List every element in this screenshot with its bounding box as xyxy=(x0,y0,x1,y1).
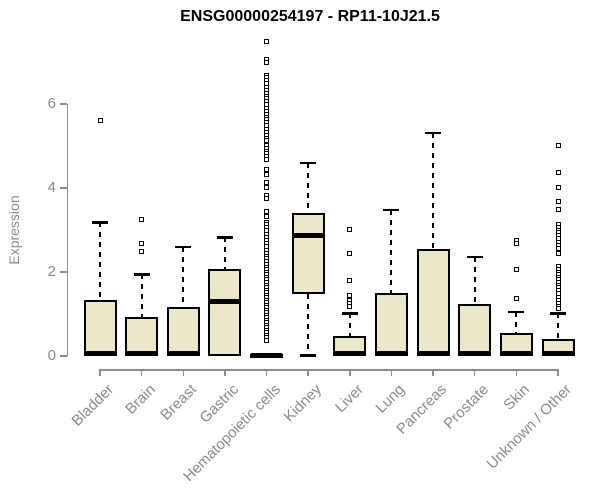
boxplot-median xyxy=(459,351,491,357)
outlier-point xyxy=(264,172,270,178)
boxplot-box xyxy=(208,269,242,356)
outlier-point xyxy=(264,60,270,66)
y-axis-tick xyxy=(60,187,67,189)
outlier-point xyxy=(264,157,270,163)
boxplot-box xyxy=(416,248,450,356)
outlier-point xyxy=(555,199,561,205)
outlier-point xyxy=(264,39,270,45)
outlier-point xyxy=(264,214,270,220)
outlier-point xyxy=(264,167,270,173)
outlier-point xyxy=(347,304,353,310)
whisker-line-upper xyxy=(515,311,518,333)
x-axis-tick xyxy=(473,369,476,376)
boxplot-box xyxy=(374,293,408,356)
x-tick-label: Unknown / Other xyxy=(483,381,576,473)
y-axis-tick xyxy=(60,103,67,105)
whisker-cap-upper xyxy=(466,255,483,259)
outlier-point xyxy=(264,195,270,201)
x-axis-tick xyxy=(307,369,309,376)
whisker-cap-upper xyxy=(383,208,400,212)
whisker-cap-upper xyxy=(300,161,317,165)
whisker-cap-upper xyxy=(133,273,150,276)
x-axis-tick xyxy=(349,369,351,376)
whisker-cap-upper xyxy=(175,245,192,249)
outlier-point xyxy=(555,184,561,190)
boxplot-box xyxy=(125,316,159,356)
outlier-point xyxy=(347,226,353,232)
x-axis-tick xyxy=(432,369,434,376)
boxplot-median xyxy=(334,351,366,357)
boxplot-median xyxy=(251,352,283,358)
whisker-line-upper xyxy=(473,256,476,304)
boxplot-median xyxy=(542,351,574,357)
outlier-point xyxy=(555,142,561,148)
outlier-point xyxy=(139,249,145,255)
boxplot-box xyxy=(83,300,117,356)
x-axis-tick xyxy=(390,369,393,376)
whisker-cap-upper xyxy=(550,312,566,315)
whisker-line-upper xyxy=(140,274,143,317)
boxplot-median xyxy=(375,351,407,357)
boxplot-median xyxy=(292,233,324,239)
boxplot-median xyxy=(167,351,199,357)
whisker-line-upper xyxy=(223,237,226,270)
whisker-line-upper xyxy=(557,313,559,340)
boxplot-median xyxy=(126,351,158,357)
whisker-cap-upper xyxy=(425,131,442,135)
chart-title: ENSG00000254197 - RP11-10J21.5 xyxy=(180,8,440,25)
whisker-line-upper xyxy=(307,162,310,214)
outlier-point xyxy=(347,292,353,298)
boxplot-box xyxy=(166,306,200,356)
whisker-cap-lower xyxy=(300,354,317,357)
whisker-cap-upper xyxy=(92,221,108,224)
outlier-point xyxy=(513,266,519,272)
boxplot-median xyxy=(209,299,241,305)
x-axis-tick xyxy=(265,369,268,376)
outlier-point xyxy=(555,169,561,175)
y-tick-label: 2 xyxy=(47,263,56,280)
whisker-cap-upper xyxy=(508,310,525,314)
x-axis-tick xyxy=(140,369,143,376)
outlier-point xyxy=(347,278,353,284)
whisker-cap-upper xyxy=(341,312,358,315)
boxplot-median xyxy=(84,351,116,357)
whisker-line-upper xyxy=(182,246,185,307)
outlier-point xyxy=(264,179,270,185)
y-axis-tick xyxy=(60,355,67,357)
outlier-point xyxy=(264,184,270,190)
y-axis-line xyxy=(66,104,68,356)
x-axis-tick xyxy=(224,369,226,376)
outlier-point xyxy=(555,250,561,256)
outlier-point xyxy=(513,295,519,301)
boxplot-median xyxy=(417,351,449,357)
boxplot-box xyxy=(291,213,325,294)
y-tick-label: 4 xyxy=(47,179,56,196)
outlier-point xyxy=(97,118,103,124)
outlier-point xyxy=(139,240,145,246)
x-axis-tick xyxy=(515,369,518,376)
y-tick-label: 6 xyxy=(47,95,56,112)
whisker-line-upper xyxy=(390,209,393,293)
outlier-point xyxy=(264,337,270,343)
outlier-point xyxy=(347,251,353,257)
y-axis-tick xyxy=(60,271,67,273)
x-axis-tick xyxy=(182,369,185,376)
whisker-line-upper xyxy=(99,222,101,301)
boxplot-box xyxy=(458,303,492,356)
boxplot-median xyxy=(500,351,532,357)
outlier-point xyxy=(555,207,561,213)
whisker-line-upper xyxy=(432,132,435,249)
outlier-point xyxy=(139,217,145,223)
outlier-point xyxy=(264,209,270,215)
whisker-cap-upper xyxy=(216,236,233,239)
x-axis-tick xyxy=(557,369,559,376)
outlier-point xyxy=(555,306,561,312)
whisker-line-upper xyxy=(348,313,351,336)
outlier-point xyxy=(513,240,519,246)
x-axis-line xyxy=(100,369,558,371)
y-tick-label: 0 xyxy=(47,347,56,364)
x-axis-tick xyxy=(99,369,101,376)
whisker-line-lower xyxy=(307,293,310,356)
